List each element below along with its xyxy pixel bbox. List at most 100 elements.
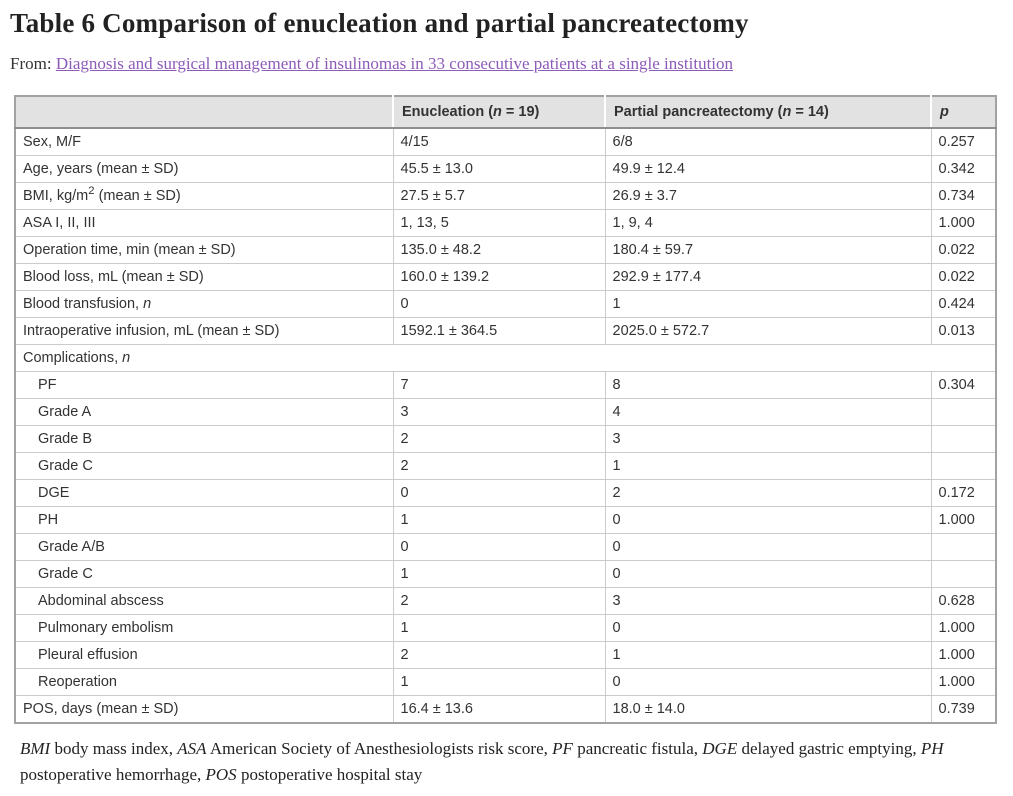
source-article-link[interactable]: Diagnosis and surgical management of ins… <box>55 54 734 73</box>
value-cell: 27.5 ± 5.7 <box>392 182 606 210</box>
row-label-cell: Grade B <box>14 425 394 453</box>
value-cell: 6/8 <box>604 127 932 156</box>
value-cell: 160.0 ± 139.2 <box>392 263 606 291</box>
table-row: DGE 0 2 0.172 <box>14 479 997 507</box>
value-cell: 0.257 <box>930 127 997 156</box>
table-row: Abdominal abscess 2 3 0.628 <box>14 587 997 615</box>
value-cell: 1, 9, 4 <box>604 209 932 237</box>
value-cell: 0 <box>392 290 606 318</box>
text-part: n <box>143 296 152 312</box>
text-part: delayed gastric emptying, <box>737 739 921 758</box>
value-cell: 1.000 <box>930 668 997 696</box>
value-cell: 135.0 ± 48.2 <box>392 236 606 264</box>
text-part: Abdominal abscess <box>38 593 164 609</box>
text-part: PF <box>552 739 573 758</box>
value-cell: 292.9 ± 177.4 <box>604 263 932 291</box>
value-cell <box>930 425 997 453</box>
row-label-cell: Intraoperative infusion, mL (mean ± SD) <box>14 317 394 345</box>
table-row: Reoperation 1 0 1.000 <box>14 668 997 696</box>
text-part: = 19) <box>501 104 540 120</box>
row-label-cell: Blood transfusion, n <box>14 290 394 318</box>
column-header-1: Enucleation (n = 19) <box>393 96 606 129</box>
value-cell: 0.342 <box>930 155 997 183</box>
text-part: Enucleation ( <box>402 104 494 120</box>
value-cell: 1 <box>604 452 932 480</box>
text-part: Blood transfusion, <box>23 296 144 312</box>
text-part: Operation time, min (mean ± SD) <box>23 242 236 258</box>
text-part: Blood loss, mL (mean ± SD) <box>23 269 204 285</box>
row-label-cell: Grade C <box>14 452 394 480</box>
row-label-cell: Reoperation <box>14 668 394 696</box>
value-cell: 2 <box>392 452 606 480</box>
source-line: From: Diagnosis and surgical management … <box>10 54 997 74</box>
text-part: n <box>493 104 502 120</box>
value-cell: 1.000 <box>930 614 997 642</box>
text-part: Pulmonary embolism <box>38 620 174 636</box>
row-label-cell: Age, years (mean ± SD) <box>14 155 394 183</box>
table-row: PH 1 0 1.000 <box>14 506 997 534</box>
row-label-cell: Pleural effusion <box>14 641 394 669</box>
value-cell: 1 <box>392 614 606 642</box>
text-part: DGE <box>702 739 738 758</box>
value-cell: 26.9 ± 3.7 <box>604 182 932 210</box>
text-part: PH <box>38 512 59 528</box>
column-header-2: Partial pancreatectomy (n = 14) <box>605 96 932 129</box>
table-row: POS, days (mean ± SD) 16.4 ± 13.6 18.0 ± 1… <box>14 695 997 724</box>
table-row: Pulmonary embolism 1 0 1.000 <box>14 614 997 642</box>
table-row: Blood loss, mL (mean ± SD) 160.0 ± 139.2 2… <box>14 263 997 291</box>
value-cell: 4 <box>604 398 932 426</box>
table-row: BMI, kg/m2 (mean ± SD) 27.5 ± 5.7 26.9 ± 3… <box>14 182 997 210</box>
value-cell: 1.000 <box>930 506 997 534</box>
value-cell: 2 <box>392 587 606 615</box>
text-part: POS <box>205 765 237 784</box>
value-cell: 0.022 <box>930 263 997 291</box>
text-part: PH <box>920 739 944 758</box>
row-label-cell: Abdominal abscess <box>14 587 394 615</box>
value-cell: 3 <box>604 425 932 453</box>
value-cell: 8 <box>604 371 932 399</box>
row-label-cell: Pulmonary embolism <box>14 614 394 642</box>
text-part: 2 <box>88 185 95 198</box>
row-label-cell: Grade A/B <box>14 533 394 561</box>
table-container: Enucleation (n = 19) Partial pancreatecto… <box>14 95 997 724</box>
text-part: Complications, <box>23 350 123 366</box>
row-label-cell: Complications, n <box>14 344 997 372</box>
row-label-cell: Grade A <box>14 398 394 426</box>
value-cell: 1 <box>392 560 606 588</box>
value-cell <box>930 398 997 426</box>
text-part: ASA I, II, III <box>23 215 96 231</box>
row-label-cell: Operation time, min (mean ± SD) <box>14 236 394 264</box>
text-part: body mass index, <box>50 739 178 758</box>
value-cell: 0.739 <box>930 695 997 724</box>
table-row: Complications, n <box>14 344 997 372</box>
value-cell: 1, 13, 5 <box>392 209 606 237</box>
text-part: Grade C <box>38 566 93 582</box>
value-cell: 0 <box>604 668 932 696</box>
value-cell: 16.4 ± 13.6 <box>392 695 606 724</box>
table-row: Age, years (mean ± SD) 45.5 ± 13.0 49.9 ± … <box>14 155 997 183</box>
text-part: p <box>940 104 949 120</box>
text-part: Grade C <box>38 458 93 474</box>
column-header-3: p <box>931 96 996 129</box>
text-part: = 14) <box>791 104 829 120</box>
column-header-0 <box>15 96 394 129</box>
table-row: Operation time, min (mean ± SD) 135.0 ± 4… <box>14 236 997 264</box>
value-cell: 0 <box>392 479 606 507</box>
value-cell: 1.000 <box>930 209 997 237</box>
page-title: Table 6 Comparison of enucleation and pa… <box>10 8 749 38</box>
text-part: Partial pancreatectomy ( <box>614 104 783 120</box>
value-cell: 0.424 <box>930 290 997 318</box>
row-label-cell: Grade C <box>14 560 394 588</box>
row-label-cell: PF <box>14 371 394 399</box>
text-part: American Society of Anesthesiologists ri… <box>206 739 553 758</box>
value-cell: 180.4 ± 59.7 <box>604 236 932 264</box>
text-part: Intraoperative infusion, mL (mean ± SD) <box>23 323 280 339</box>
value-cell: 1 <box>392 506 606 534</box>
value-cell: 0 <box>604 506 932 534</box>
value-cell: 0.172 <box>930 479 997 507</box>
text-part: postoperative hemorrhage, <box>20 765 206 784</box>
value-cell: 2 <box>392 641 606 669</box>
text-part: BMI, kg/m <box>23 188 89 204</box>
